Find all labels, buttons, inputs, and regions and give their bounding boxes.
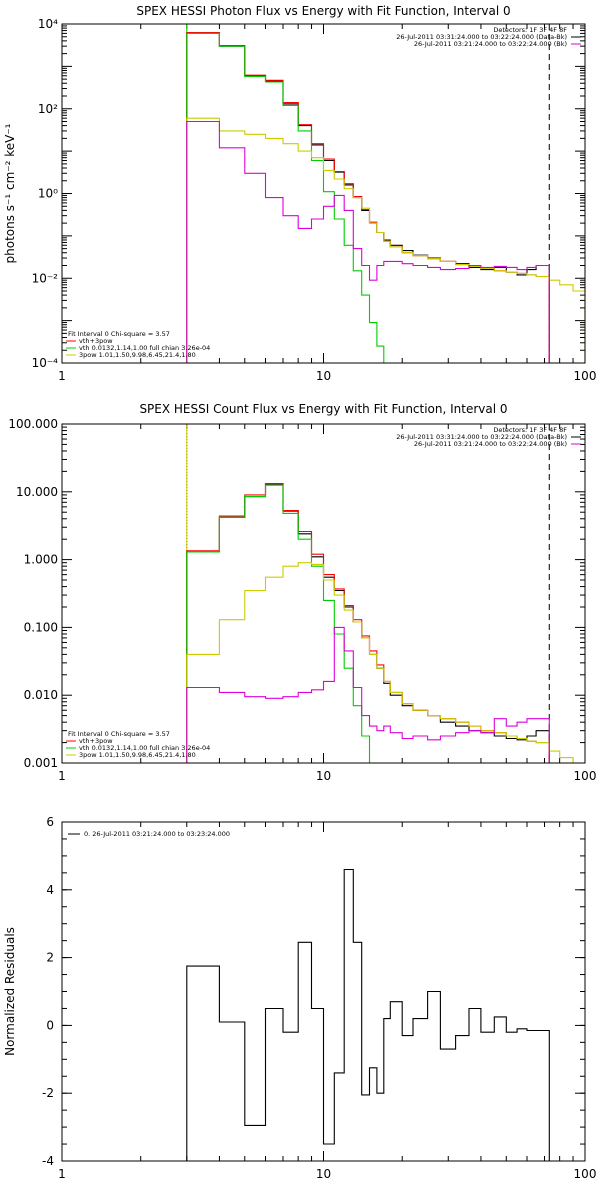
chart-panel-3: 1 10 100 -4 -2 0 2 4 6 Normalized Residuals 0. 26-… <box>3 815 596 1181</box>
chart-title: SPEX HESSI Count Flux vs Energy with Fit… <box>139 402 507 416</box>
series-1-line <box>186 483 550 763</box>
y-tick-label: 10⁻⁴ <box>32 356 59 370</box>
series-3-line <box>186 484 371 763</box>
legend-bottom-text: vth+3pow <box>79 337 113 345</box>
y-tick-label: 0 <box>46 1018 54 1032</box>
y-tick-label: 0.100 <box>24 620 58 634</box>
y-tick-label: 10.000 <box>16 485 58 499</box>
chart-title: SPEX HESSI Photon Flux vs Energy with Fi… <box>136 4 510 18</box>
y-tick-label: 10⁻² <box>32 271 59 285</box>
y-tick-label: 6 <box>46 815 54 829</box>
x-tick-label: 100 <box>574 769 597 783</box>
x-tick-label: 10 <box>316 369 331 383</box>
series-5-line <box>186 120 550 363</box>
series-1-line <box>186 32 550 363</box>
x-tick-label: 10 <box>316 1167 331 1181</box>
series-3-line <box>186 32 385 363</box>
y-axis-label: photons s⁻¹ cm⁻² keV⁻¹ <box>3 123 17 263</box>
x-tick-label: 10 <box>316 769 331 783</box>
plot-frame <box>61 821 586 1162</box>
legend-top-text: 26-Jul-2011 03:31:24.000 to 03:22:24.000… <box>396 433 567 441</box>
chart-panel-2: SPEX HESSI Count Flux vs Energy with Fit… <box>8 402 596 783</box>
series-group <box>186 31 585 363</box>
y-tick-label: 1.000 <box>24 553 58 567</box>
plot-frame <box>61 23 586 364</box>
y-tick-label: 100.000 <box>8 417 58 431</box>
x-tick-label: 1 <box>58 769 66 783</box>
legend-top-text: 0. 26-Jul-2011 03:21:24.000 to 03:23:24.… <box>84 830 230 838</box>
legend-top-text: 26-Jul-2011 03:21:24.000 to 03:22:24.000… <box>414 40 567 48</box>
chart-panel-1: SPEX HESSI Photon Flux vs Energy with Fi… <box>3 4 596 383</box>
y-tick-label: -4 <box>42 1154 54 1168</box>
legend-bottom-text: 3pow 1.01,1.50,9.98,6.45,21.4,1.80 <box>79 751 196 759</box>
legend-bottom-text: 3pow 1.01,1.50,9.98,6.45,21.4,1.80 <box>79 351 196 359</box>
legend-bottom-text: Fit Interval 0 Chi-square = 3.57 <box>68 330 170 338</box>
y-tick-label: 10⁴ <box>38 17 58 31</box>
y-tick-label: 0.010 <box>24 688 58 702</box>
legend-bottom-text: vth 0.0132,1.14,1.00 full chian 3.26e-04 <box>79 344 210 352</box>
series-4-line <box>186 562 585 763</box>
series-1-line <box>186 868 550 1161</box>
legend-top-text: 26-Jul-2011 03:21:24.000 to 03:22:24.000… <box>414 440 567 448</box>
x-tick-label: 1 <box>58 369 66 383</box>
y-tick-label: 10⁰ <box>38 187 58 201</box>
legend-top-text: Detectors: 1F 3F 4F 8F <box>493 426 567 434</box>
x-tick-label: 100 <box>574 1167 597 1181</box>
y-tick-label: -2 <box>42 1086 54 1100</box>
legend-bottom-text: vth 0.0132,1.14,1.00 full chian 3.26e-04 <box>79 744 210 752</box>
series-group <box>186 868 550 1161</box>
series-4-line <box>186 117 585 363</box>
y-axis-label: Normalized Residuals <box>3 927 17 1056</box>
legend-bottom-text: vth+3pow <box>79 737 113 745</box>
x-tick-label: 1 <box>58 1167 66 1181</box>
series-2-line <box>186 31 550 363</box>
y-tick-label: 2 <box>46 951 54 965</box>
y-tick-label: 10² <box>38 102 58 116</box>
legend-top-text: Detectors: 1F 3F 4F 8F <box>493 26 567 34</box>
y-tick-label: 4 <box>46 883 54 897</box>
series-5-line <box>186 626 550 763</box>
y-tick-label: 0.001 <box>24 756 58 770</box>
series-group <box>186 483 585 763</box>
plot-frame <box>61 423 586 764</box>
series-2-line <box>186 483 550 763</box>
legend-top-text: 26-Jul-2011 03:31:24.000 to 03:22:24.000… <box>396 33 567 41</box>
legend-bottom-text: Fit Interval 0 Chi-square = 3.57 <box>68 730 170 738</box>
x-tick-label: 100 <box>574 369 597 383</box>
